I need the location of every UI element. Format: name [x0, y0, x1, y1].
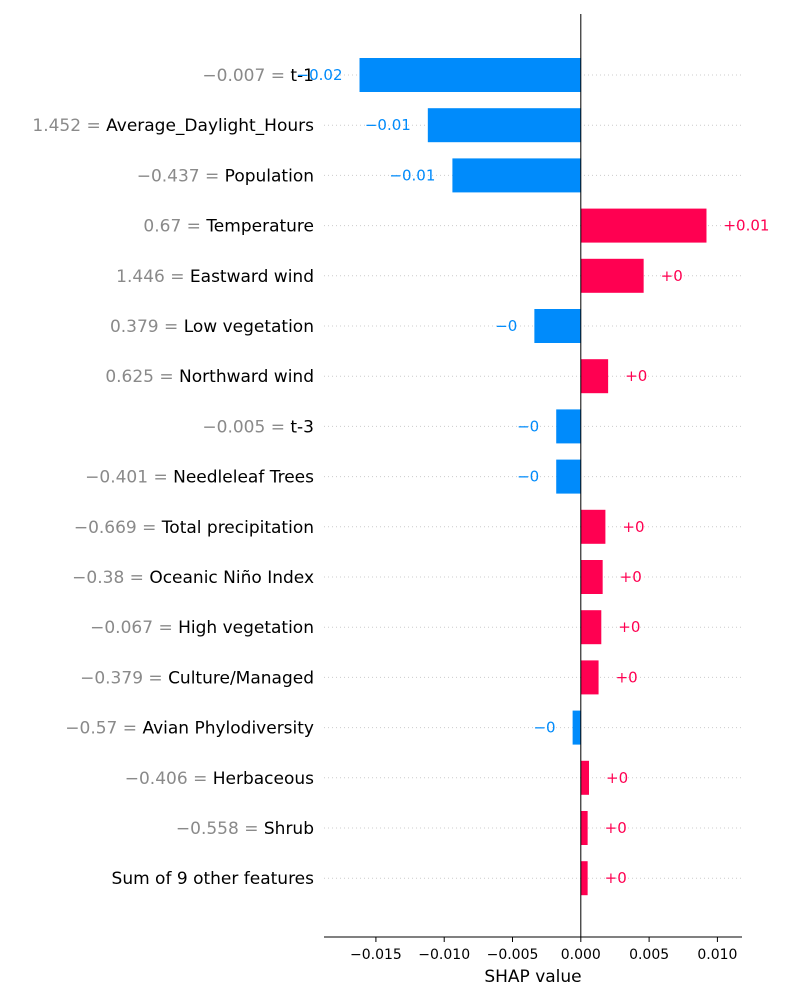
- data-label: −0: [495, 317, 517, 335]
- shap-bar: [580, 760, 590, 795]
- shap-bar: [580, 560, 603, 594]
- bars: [359, 58, 707, 896]
- x-axis: −0.015 −0.010 −0.005 0.000 0.005 0.010: [324, 936, 742, 963]
- data-labels: −0.02 −0.01 −0.01 +0.01 +0 −0 +0 −0 −0 +0 +0 +0 +0 −0…: [297, 66, 770, 887]
- feature-name: Herbaceous: [213, 769, 314, 789]
- data-label: +0: [616, 668, 638, 686]
- shap-bar: [572, 710, 581, 745]
- feature-value: −0.406 =: [125, 769, 213, 789]
- row-guides: [324, 74, 742, 879]
- x-tick-label: 0.010: [697, 947, 737, 963]
- feature-label: 0.625 = Northward wind: [105, 367, 314, 387]
- feature-value: −0.669 =: [74, 518, 162, 538]
- shap-bar: [580, 660, 599, 695]
- feature-label: 1.446 = Eastward wind: [116, 267, 314, 287]
- feature-name: Needleleaf Trees: [173, 468, 314, 488]
- feature-name: Oceanic Niño Index: [149, 568, 314, 588]
- feature-name: Culture/Managed: [168, 668, 314, 688]
- data-label: −0: [517, 468, 539, 486]
- feature-value: −0.067 =: [90, 618, 178, 638]
- feature-label: Sum of 9 other features: [112, 869, 315, 889]
- shap-bar: [534, 309, 581, 343]
- shap-bar: [452, 158, 581, 193]
- feature-label: −0.005 = t-3: [202, 417, 314, 437]
- feature-value: −0.38 =: [72, 568, 149, 588]
- x-axis-label: SHAP value: [484, 967, 581, 987]
- feature-value: −0.558 =: [176, 819, 264, 839]
- shap-bar: [580, 208, 707, 243]
- feature-label: 1.452 = Average_Daylight_Hours: [32, 116, 314, 136]
- data-label: +0.01: [723, 217, 769, 235]
- feature-label: −0.379 = Culture/Managed: [80, 668, 314, 688]
- feature-value: −0.57 =: [65, 719, 142, 739]
- feature-name: High vegetation: [178, 618, 314, 638]
- data-label: +0: [622, 518, 644, 536]
- data-label: +0: [618, 618, 640, 636]
- feature-name: t-1: [290, 66, 314, 86]
- shap-bar: [359, 58, 581, 92]
- feature-name: Sum of 9 other features: [112, 869, 315, 889]
- feature-value: −0.379 =: [80, 668, 168, 688]
- feature-label: 0.67 = Temperature: [143, 217, 314, 237]
- data-label: +0: [605, 869, 627, 887]
- shap-bar: [580, 811, 588, 845]
- feature-value: −0.005 =: [202, 417, 290, 437]
- x-tick-label: 0.005: [629, 947, 669, 963]
- feature-label: −0.067 = High vegetation: [90, 618, 314, 638]
- x-tick-label: −0.015: [350, 947, 402, 963]
- feature-value: 0.67 =: [143, 217, 206, 237]
- feature-label: 0.379 = Low vegetation: [110, 317, 314, 337]
- feature-value: −0.401 =: [85, 468, 173, 488]
- shap-bar: [580, 258, 644, 293]
- data-label: −0: [533, 719, 555, 737]
- feature-label: −0.007 = t-1: [202, 66, 314, 86]
- data-label: +0: [661, 267, 683, 285]
- feature-name: Population: [225, 166, 314, 186]
- feature-name: Temperature: [205, 217, 314, 237]
- feature-name: Total precipitation: [161, 518, 314, 538]
- feature-value: −0.437 =: [137, 166, 225, 186]
- feature-value: 1.446 =: [116, 267, 190, 287]
- feature-name: Low vegetation: [184, 317, 314, 337]
- data-label: −0.01: [365, 116, 411, 134]
- shap-bar: [580, 861, 588, 896]
- data-label: +0: [625, 367, 647, 385]
- data-label: +0: [606, 769, 628, 787]
- shap-bar: [427, 108, 581, 143]
- shap-bar: [580, 509, 606, 544]
- x-tick-label: −0.005: [487, 947, 539, 963]
- shap-bar: [556, 459, 581, 494]
- feature-label: −0.437 = Population: [137, 166, 314, 186]
- feature-name: Shrub: [264, 819, 314, 839]
- x-tick-label: 0.000: [561, 947, 601, 963]
- feature-label: −0.669 = Total precipitation: [74, 518, 314, 538]
- shap-bar: [556, 409, 581, 444]
- feature-name: Eastward wind: [190, 267, 314, 287]
- data-label: +0: [620, 568, 642, 586]
- data-label: +0: [605, 819, 627, 837]
- feature-value: −0.007 =: [202, 66, 290, 86]
- feature-name: Northward wind: [179, 367, 314, 387]
- feature-name: Average_Daylight_Hours: [106, 116, 314, 136]
- feature-label: −0.57 = Avian Phylodiversity: [65, 719, 314, 739]
- shap-bar: [580, 359, 609, 394]
- feature-label: −0.406 = Herbaceous: [125, 769, 314, 789]
- x-tick-label: −0.010: [418, 947, 470, 963]
- feature-labels: −0.007 = t-1 1.452 = Average_Daylight_Hou…: [32, 66, 314, 889]
- feature-value: 1.452 =: [32, 116, 106, 136]
- feature-value: 0.625 =: [105, 367, 179, 387]
- data-label: −0.01: [389, 166, 435, 184]
- data-label: −0.02: [297, 66, 343, 84]
- feature-value: 0.379 =: [110, 317, 184, 337]
- feature-name: t-3: [290, 417, 314, 437]
- feature-label: −0.38 = Oceanic Niño Index: [72, 568, 314, 588]
- shap-bar: [580, 610, 602, 645]
- feature-label: −0.401 = Needleleaf Trees: [85, 468, 314, 488]
- data-label: −0: [517, 417, 539, 435]
- feature-name: Avian Phylodiversity: [142, 719, 314, 739]
- feature-label: −0.558 = Shrub: [176, 819, 314, 839]
